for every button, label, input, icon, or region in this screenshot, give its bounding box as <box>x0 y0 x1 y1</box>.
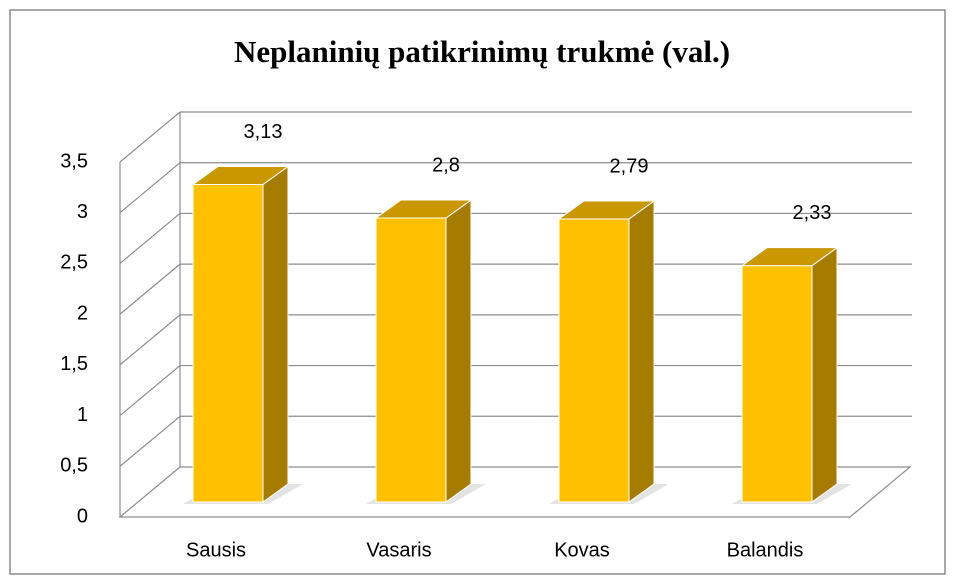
x-tick-label: Balandis <box>727 539 804 561</box>
bar <box>741 265 813 503</box>
data-label: 3,13 <box>244 121 283 143</box>
bar-side <box>262 165 289 503</box>
grid-line <box>119 162 181 214</box>
y-tick-label: 2 <box>77 302 88 324</box>
y-tick-label: 0,5 <box>60 455 88 477</box>
grid-line <box>119 365 181 417</box>
y-tick-label: 2,5 <box>60 252 88 274</box>
bar-side <box>628 200 655 503</box>
grid-line <box>119 263 181 315</box>
bar-top <box>374 199 473 219</box>
y-tick-label: 1,5 <box>60 353 88 375</box>
data-label: 2,8 <box>432 154 460 176</box>
y-tick-label: 3 <box>77 201 88 223</box>
data-label: 2,33 <box>793 202 832 224</box>
bar-top <box>740 247 839 267</box>
bar-top <box>191 166 290 186</box>
bar-top <box>557 200 656 220</box>
data-label: 2,79 <box>610 155 649 177</box>
bar <box>558 218 630 503</box>
bar <box>375 217 447 503</box>
grid-line <box>119 415 181 467</box>
y-tick-label: 1 <box>77 404 88 426</box>
x-tick-label: Kovas <box>554 539 610 561</box>
grid-line <box>119 212 181 264</box>
x-tick-label: Vasaris <box>366 539 431 561</box>
bar-side <box>445 199 472 503</box>
floor <box>118 466 912 518</box>
y-tick-label: 0 <box>77 505 88 527</box>
chart-title: Neplaninių patikrinimų trukmė (val.) <box>234 34 730 69</box>
bar-side <box>811 246 838 503</box>
grid-line <box>119 111 181 163</box>
x-tick-label: Sausis <box>186 539 246 561</box>
grid-line <box>119 314 181 366</box>
bar <box>192 184 264 503</box>
y-tick-label: 3,5 <box>60 150 88 172</box>
